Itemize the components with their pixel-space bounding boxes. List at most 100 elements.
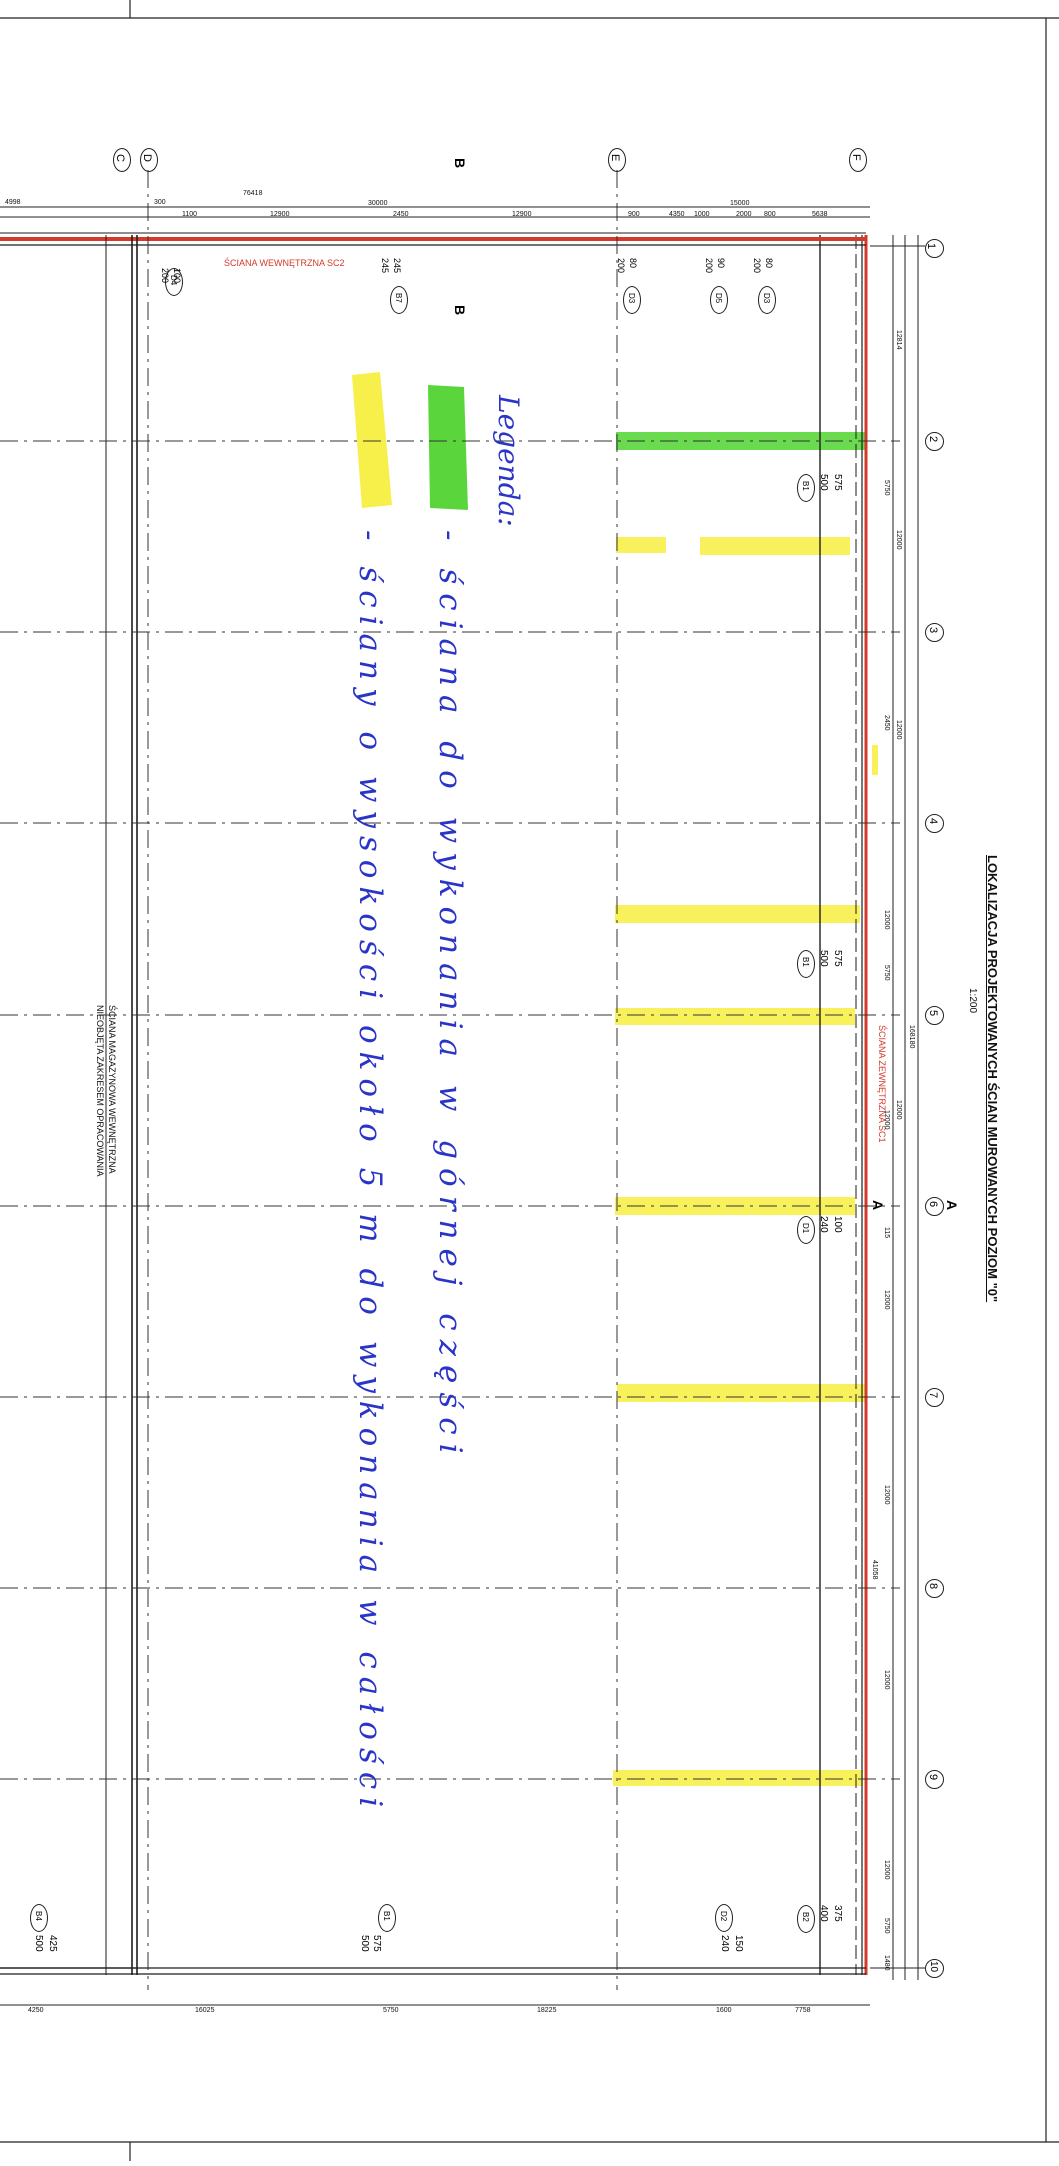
tag-code: D2 [719,1911,728,1922]
yellow-highlight-wall [616,537,666,553]
wall-tag: B7 [390,286,408,314]
dim-text: 12900 [512,211,532,218]
dim-text: 18225 [537,2007,557,2014]
tag-top: 90 [716,258,726,269]
axis-label: 3 [927,627,939,634]
axis-bubble-D: D [140,148,158,172]
wall-tag: B1 [797,474,815,502]
axis-bubble-2: 2 [925,432,944,451]
dim-text: 2450 [883,715,890,731]
wall-tag: D1 [797,1216,815,1244]
dim-text: 300 [154,199,166,206]
tag-top: 375 [832,1905,843,1922]
yellow-highlight-wall [613,1770,863,1786]
axis-bubble-5: 5 [925,1006,944,1025]
axis-bubble-C: C [113,148,131,172]
highlights [352,372,878,1786]
legend-title: Legenda: [492,395,525,527]
dim-text: 12000 [895,720,902,740]
tag-top: 575 [832,474,843,491]
axis-bubble-8: 8 [925,1579,944,1598]
tag-code: B1 [382,1911,391,1921]
section-mark-a-top: A [944,1200,960,1211]
tag-top: 150 [733,1935,744,1952]
legend-green-swatch [428,385,468,510]
wall-tag: D3 [758,286,776,314]
yellow-highlight-wall [615,905,860,923]
yellow-highlight-edge [872,745,878,775]
axis-label: F [850,154,862,161]
axis-bubble-6: 6 [925,1197,944,1216]
section-mark-b-top: B [452,158,468,169]
axis-label: D [141,154,153,162]
legend-yellow-text: - ściany o wysokości około 5 m do wykona… [352,530,388,1816]
tag-code: D3 [627,293,636,304]
dim-text: 41058 [871,1560,878,1580]
walls [0,232,868,1975]
dim-text: 5750 [883,965,890,981]
dim-text: 15000 [730,200,750,207]
dim-text: 12000 [883,1485,890,1505]
wall-tag: B4 [30,1904,48,1932]
axis-label: 5 [927,1010,939,1017]
wall-tag: D3 [623,286,641,314]
dim-text: 12000 [883,1670,890,1690]
dim-text: 7758 [795,2007,811,2014]
wall-tag: B1 [378,1904,396,1932]
dimension-lines [0,206,925,2006]
yellow-highlight-wall [617,1384,867,1402]
dim-text: 12814 [895,330,902,350]
axis-bubble-9: 9 [925,1770,944,1789]
dim-text: 1100 [182,211,198,218]
tag-bottom: 500 [33,1935,44,1952]
wall-tag: B1 [797,950,815,978]
dim-text: 4350 [669,211,685,218]
dim-text: 5750 [383,2007,399,2014]
axis-label: 10 [928,1961,939,1973]
axis-label: 2 [927,436,939,443]
dim-text: 1480 [883,1955,890,1971]
dim-text: 168180 [908,1025,915,1049]
tag-bottom: 200 [704,258,714,274]
tag-top: 100 [172,268,182,284]
axis-bubble-4: 4 [925,814,944,833]
dim-text: 115 [883,1227,890,1239]
dim-text: 30000 [368,200,388,207]
tag-top: 80 [628,258,638,269]
dim-text: 4250 [28,2007,44,2014]
dim-text: 1000 [694,211,710,218]
tag-top: 100 [832,1216,843,1233]
dim-text: 12900 [270,211,290,218]
dim-text: 12000 [883,910,890,930]
tag-code: D5 [714,293,723,304]
legend-green-text: - ściana do wykonania w górnej części [432,530,468,1463]
dim-text: 5638 [812,211,828,218]
tag-bottom: 245 [380,258,390,274]
tag-bottom: 500 [359,1935,370,1952]
internal-wall-label: ŚCIANA WEWNĘTRZNA SC2 [224,258,345,268]
legend-yellow-swatch [352,372,392,508]
dim-text: 2000 [736,211,752,218]
dim-text: 12000 [895,530,902,550]
axis-bubble-F: F [849,148,867,172]
tag-bottom: 200 [616,258,626,274]
dim-text: 12000 [883,1110,890,1130]
dim-text: 12000 [883,1860,890,1880]
tag-top: 80 [764,258,774,269]
axis-bubble-1: 1 [925,239,944,258]
wall-tag: B2 [797,1905,815,1933]
tag-bottom: 400 [818,1905,829,1922]
axis-bubble-3: 3 [925,623,944,642]
dim-text: 12000 [895,1100,902,1120]
note-line-1: ŚCIANA MAGAZYNOWA WEWNĘTRZNA [107,1005,117,1174]
dim-text: 2450 [393,211,409,218]
wall-tag: D5 [710,286,728,314]
yellow-highlight-wall [700,537,850,555]
drawing-title: LOKALIZACJA PROJEKTOWANYCH ŚCIAN MUROWAN… [985,855,1000,1303]
dim-text: 12000 [883,1290,890,1310]
axis-label: C [114,154,126,162]
note-line-2: NIEOBJĘTA ZAKRESEM OPRACOWANIA [95,1005,105,1177]
section-mark-a-bottom: A [870,1200,886,1211]
axis-label: 1 [925,243,937,250]
